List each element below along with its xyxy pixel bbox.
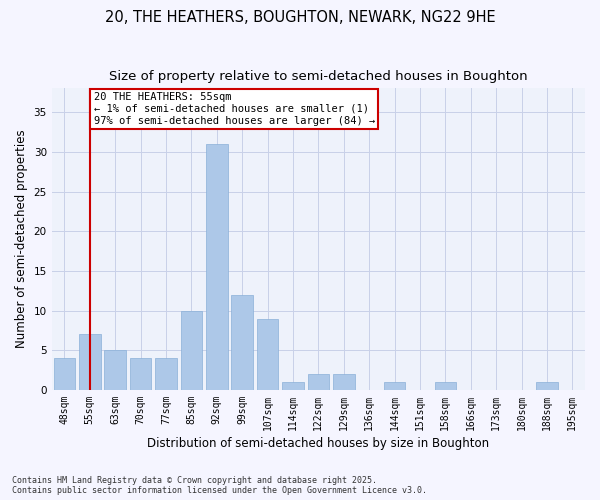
Text: Contains HM Land Registry data © Crown copyright and database right 2025.
Contai: Contains HM Land Registry data © Crown c… (12, 476, 427, 495)
Bar (155, 358, 177, 390)
Bar (282, 382, 304, 390)
X-axis label: Distribution of semi-detached houses by size in Boughton: Distribution of semi-detached houses by … (147, 437, 490, 450)
Bar (181, 310, 202, 390)
Bar (53, 358, 75, 390)
Bar (384, 382, 406, 390)
Bar (434, 382, 456, 390)
Bar (257, 318, 278, 390)
Bar (79, 334, 101, 390)
Text: 20, THE HEATHERS, BOUGHTON, NEWARK, NG22 9HE: 20, THE HEATHERS, BOUGHTON, NEWARK, NG22… (104, 10, 496, 25)
Bar (104, 350, 126, 390)
Bar (333, 374, 355, 390)
Bar (206, 144, 227, 390)
Text: 20 THE HEATHERS: 55sqm
← 1% of semi-detached houses are smaller (1)
97% of semi-: 20 THE HEATHERS: 55sqm ← 1% of semi-deta… (94, 92, 375, 126)
Bar (536, 382, 557, 390)
Bar (130, 358, 151, 390)
Bar (308, 374, 329, 390)
Bar (232, 294, 253, 390)
Title: Size of property relative to semi-detached houses in Boughton: Size of property relative to semi-detach… (109, 70, 527, 83)
Y-axis label: Number of semi-detached properties: Number of semi-detached properties (15, 130, 28, 348)
